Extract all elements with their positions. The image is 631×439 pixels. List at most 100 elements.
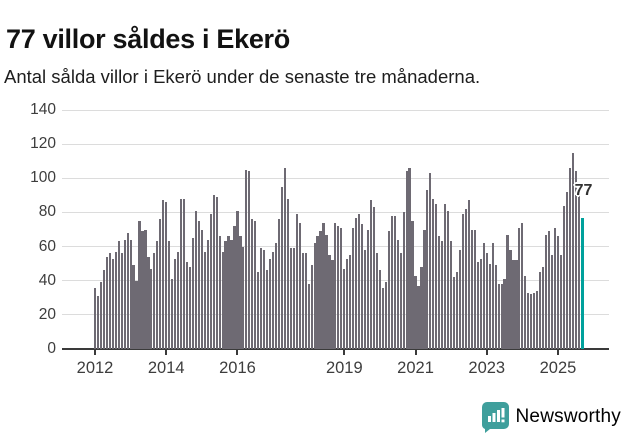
y-tick-label-100: 100 bbox=[30, 169, 56, 187]
bar bbox=[147, 256, 150, 349]
bar bbox=[536, 290, 539, 349]
bar bbox=[209, 214, 212, 349]
bar bbox=[414, 275, 417, 349]
bar bbox=[257, 272, 260, 349]
bar bbox=[114, 251, 117, 349]
bar bbox=[310, 265, 313, 349]
bar bbox=[562, 205, 566, 349]
bar bbox=[182, 198, 186, 349]
bar bbox=[96, 296, 100, 349]
bar bbox=[363, 250, 367, 349]
y-tick-label-20: 20 bbox=[38, 305, 56, 323]
y-tick-label-40: 40 bbox=[38, 271, 56, 289]
bar bbox=[515, 260, 518, 349]
bar bbox=[319, 231, 322, 349]
bar bbox=[144, 229, 147, 349]
bar bbox=[295, 214, 298, 349]
bar bbox=[411, 220, 414, 349]
bar bbox=[399, 253, 402, 349]
bar bbox=[518, 227, 521, 349]
y-tick-label-80: 80 bbox=[38, 203, 56, 221]
bar bbox=[553, 227, 557, 349]
bar bbox=[343, 268, 346, 349]
bar bbox=[263, 250, 266, 349]
bar bbox=[245, 169, 248, 349]
bar bbox=[168, 241, 171, 349]
bar bbox=[301, 253, 304, 349]
bar bbox=[277, 219, 281, 349]
bar bbox=[260, 248, 263, 349]
bar bbox=[212, 195, 215, 349]
bar bbox=[366, 229, 370, 349]
bar bbox=[476, 261, 479, 349]
bar bbox=[420, 267, 423, 349]
bar bbox=[218, 236, 221, 349]
x-axis-line bbox=[62, 348, 609, 350]
bar bbox=[381, 287, 384, 349]
bar bbox=[402, 212, 405, 349]
bar bbox=[426, 190, 429, 349]
bar bbox=[467, 200, 471, 349]
gridline-y-80 bbox=[62, 211, 609, 213]
bar bbox=[117, 241, 120, 349]
x-tick-label-2023: 2023 bbox=[468, 359, 506, 377]
bar bbox=[438, 236, 441, 349]
bar bbox=[375, 253, 379, 349]
x-tick-label-2021: 2021 bbox=[397, 359, 434, 377]
bar bbox=[150, 268, 153, 349]
newsworthy-branding: Newsworthy bbox=[481, 401, 621, 433]
bar bbox=[105, 256, 108, 349]
bar bbox=[191, 238, 195, 349]
y-tick-label-60: 60 bbox=[38, 237, 56, 255]
x-tick-2016 bbox=[236, 349, 239, 355]
bar bbox=[248, 171, 251, 349]
bar bbox=[230, 239, 233, 349]
x-tick-label-2016: 2016 bbox=[219, 359, 256, 377]
bar bbox=[254, 220, 257, 349]
bar bbox=[266, 270, 269, 349]
bar bbox=[408, 168, 411, 349]
bar bbox=[307, 284, 310, 349]
bar bbox=[227, 236, 230, 349]
highlight-value-label: 77 bbox=[574, 181, 593, 199]
bar bbox=[126, 232, 129, 349]
bar bbox=[239, 236, 242, 349]
bar bbox=[177, 251, 180, 349]
bar bbox=[221, 251, 224, 349]
bar bbox=[269, 258, 272, 349]
bar bbox=[485, 253, 488, 349]
bar bbox=[547, 231, 551, 349]
bar bbox=[203, 251, 206, 349]
bar bbox=[179, 198, 183, 349]
bar bbox=[242, 246, 245, 349]
bar bbox=[393, 215, 396, 349]
bar bbox=[352, 227, 355, 349]
bar bbox=[251, 219, 254, 349]
bar bbox=[527, 292, 530, 349]
bar bbox=[102, 270, 105, 349]
gridline-y-100 bbox=[62, 177, 609, 179]
bar bbox=[197, 220, 200, 349]
bar bbox=[390, 215, 393, 349]
bar bbox=[233, 226, 236, 349]
bar bbox=[313, 243, 316, 349]
bar bbox=[417, 285, 420, 349]
bar bbox=[545, 234, 548, 349]
bar bbox=[162, 200, 165, 349]
bar bbox=[159, 219, 162, 349]
x-tick-2014 bbox=[165, 349, 168, 355]
bar bbox=[280, 186, 284, 349]
bar bbox=[509, 250, 512, 349]
bar bbox=[93, 287, 97, 349]
bar bbox=[458, 250, 462, 349]
bar bbox=[539, 272, 542, 349]
bar bbox=[165, 202, 168, 349]
bar bbox=[304, 253, 307, 349]
bar bbox=[271, 251, 275, 349]
bar bbox=[450, 241, 453, 349]
bar bbox=[384, 282, 387, 349]
bar bbox=[464, 209, 468, 349]
x-tick-label-2014: 2014 bbox=[147, 359, 185, 377]
bar bbox=[530, 294, 533, 349]
x-tick-label-2025: 2025 bbox=[539, 359, 577, 377]
